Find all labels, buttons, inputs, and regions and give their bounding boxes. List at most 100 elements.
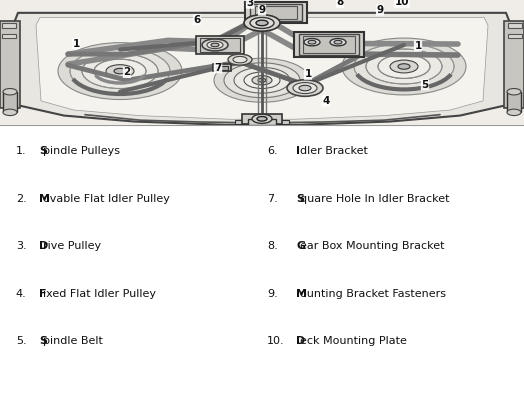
- Circle shape: [252, 76, 272, 85]
- Text: S: S: [39, 147, 47, 156]
- Text: 8: 8: [336, 0, 344, 7]
- Bar: [245, 2, 307, 23]
- Text: 8.: 8.: [267, 242, 278, 251]
- Text: S: S: [296, 194, 304, 204]
- Text: ixed Flat Idler Pulley: ixed Flat Idler Pulley: [43, 289, 157, 299]
- Circle shape: [378, 55, 430, 78]
- Text: 4: 4: [322, 96, 330, 106]
- Circle shape: [214, 58, 310, 102]
- Circle shape: [3, 109, 17, 116]
- Text: I: I: [296, 147, 300, 156]
- Circle shape: [244, 72, 280, 89]
- Circle shape: [354, 44, 454, 89]
- Bar: [255, 6, 297, 19]
- Circle shape: [390, 60, 418, 73]
- Circle shape: [3, 89, 17, 95]
- Circle shape: [207, 41, 223, 49]
- Circle shape: [256, 20, 268, 26]
- Text: rive Pulley: rive Pulley: [43, 242, 102, 251]
- Bar: [250, 4, 302, 21]
- Circle shape: [342, 38, 466, 95]
- Text: G: G: [296, 242, 305, 251]
- Text: 5.: 5.: [16, 336, 26, 346]
- Circle shape: [366, 49, 442, 84]
- Bar: [508, 23, 522, 29]
- Text: 2.: 2.: [16, 194, 27, 204]
- Bar: [213, 64, 231, 71]
- Bar: [196, 36, 244, 54]
- Text: ovable Flat Idler Pulley: ovable Flat Idler Pulley: [43, 194, 170, 204]
- Circle shape: [252, 114, 272, 124]
- Text: pindle Pulleys: pindle Pulleys: [43, 147, 121, 156]
- Bar: [235, 120, 289, 124]
- Circle shape: [507, 89, 521, 95]
- Circle shape: [334, 40, 342, 44]
- Circle shape: [82, 53, 158, 89]
- Bar: [299, 34, 359, 55]
- Bar: [2, 23, 16, 29]
- Text: 9.: 9.: [267, 289, 278, 299]
- Circle shape: [250, 17, 274, 29]
- Text: 9: 9: [376, 5, 384, 15]
- Circle shape: [202, 39, 228, 51]
- Text: dler Bracket: dler Bracket: [300, 147, 368, 156]
- Circle shape: [234, 67, 290, 93]
- Circle shape: [257, 116, 267, 121]
- Text: D: D: [296, 336, 305, 346]
- Text: D: D: [39, 242, 49, 251]
- Bar: [248, 119, 276, 125]
- Bar: [504, 21, 524, 108]
- Circle shape: [211, 43, 219, 47]
- Text: 3: 3: [246, 0, 254, 8]
- Text: eck Mounting Plate: eck Mounting Plate: [300, 336, 407, 346]
- Circle shape: [228, 54, 252, 65]
- Circle shape: [308, 40, 316, 44]
- Text: quare Hole In Idler Bracket: quare Hole In Idler Bracket: [300, 194, 450, 204]
- Text: 1.: 1.: [16, 147, 26, 156]
- Text: 10.: 10.: [267, 336, 285, 346]
- Bar: [294, 32, 364, 57]
- Text: ear Box Mounting Bracket: ear Box Mounting Bracket: [300, 242, 445, 251]
- Text: 9: 9: [258, 5, 266, 15]
- Circle shape: [114, 69, 126, 74]
- Text: S: S: [39, 336, 47, 346]
- Circle shape: [507, 109, 521, 116]
- Bar: [507, 92, 521, 112]
- Circle shape: [94, 59, 146, 83]
- Circle shape: [106, 65, 134, 78]
- Bar: [2, 34, 16, 38]
- Text: pindle Belt: pindle Belt: [43, 336, 103, 346]
- Circle shape: [258, 78, 266, 82]
- Circle shape: [233, 56, 247, 63]
- PathPatch shape: [36, 17, 488, 119]
- Text: 7: 7: [214, 63, 222, 73]
- Text: 7.: 7.: [267, 194, 278, 204]
- Bar: [3, 92, 17, 112]
- Bar: [0, 21, 20, 108]
- Circle shape: [244, 15, 280, 31]
- Text: 3.: 3.: [16, 242, 26, 251]
- Text: 10: 10: [395, 0, 409, 7]
- Text: 1: 1: [72, 38, 80, 49]
- Text: 1: 1: [414, 41, 422, 51]
- Text: 6: 6: [193, 15, 201, 25]
- Text: M: M: [296, 289, 307, 299]
- Bar: [508, 34, 522, 38]
- Text: 2: 2: [123, 67, 130, 78]
- Circle shape: [398, 64, 410, 69]
- Text: F: F: [39, 289, 47, 299]
- Text: ounting Bracket Fasteners: ounting Bracket Fasteners: [300, 289, 446, 299]
- Text: 5: 5: [421, 80, 429, 90]
- Bar: [303, 36, 355, 53]
- Circle shape: [293, 82, 317, 93]
- Text: 4.: 4.: [16, 289, 27, 299]
- Bar: [242, 114, 282, 124]
- Circle shape: [299, 85, 311, 91]
- Text: 1: 1: [304, 69, 312, 79]
- Text: 6.: 6.: [267, 147, 278, 156]
- Circle shape: [70, 48, 170, 94]
- Bar: [216, 66, 228, 70]
- Circle shape: [224, 63, 300, 98]
- Circle shape: [58, 43, 182, 99]
- PathPatch shape: [14, 13, 510, 125]
